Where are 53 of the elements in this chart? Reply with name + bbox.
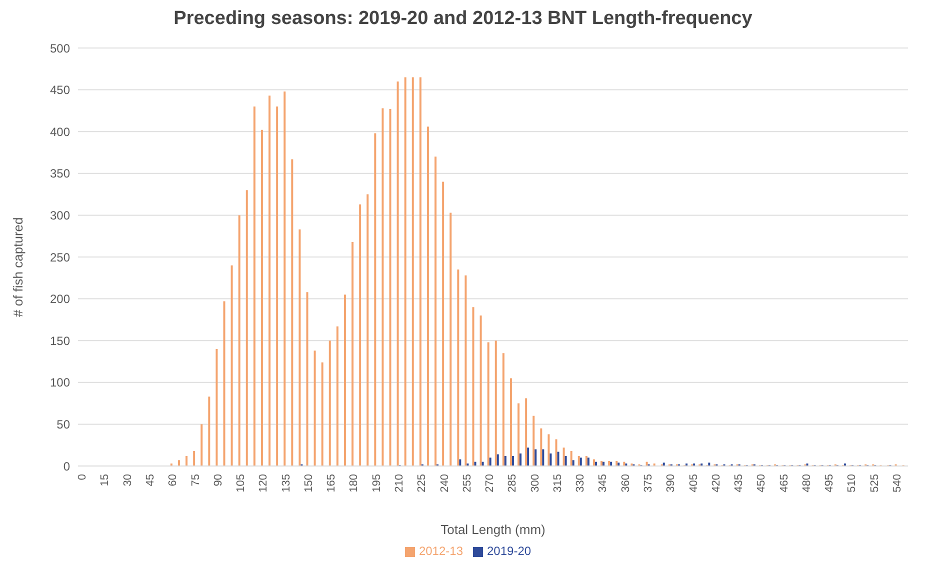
x-tick-label: 60 [167,474,180,486]
y-tick-label: 0 [63,459,70,474]
x-tick-label: 345 [597,474,610,492]
x-tick-label: 420 [710,474,722,492]
x-tick-label: 390 [665,474,678,492]
x-tick-label: 375 [642,474,654,492]
x-tick-label: 285 [506,474,519,492]
x-tick-label: 105 [235,474,248,492]
y-tick-label: 350 [50,166,70,181]
x-tick-label: 525 [868,474,881,492]
y-tick-label: 300 [50,208,70,222]
x-tick-label: 360 [620,474,632,492]
x-tick-label: 480 [800,474,813,492]
x-tick-label: 225 [416,474,428,492]
y-tick-label: 100 [50,376,70,390]
x-tick-label: 300 [529,474,542,492]
x-tick-label: 165 [326,474,338,492]
x-tick-label: 240 [438,474,451,492]
x-tick-label: 135 [280,474,292,492]
x-tick-label: 90 [212,474,224,486]
chart-title: Preceding seasons: 2019-20 and 2012-13 BNT Length-frequency [172,8,754,31]
x-tick-label: 270 [484,474,496,492]
legend-label: 2012-13 [418,544,463,558]
x-tick-label: 405 [688,474,700,492]
x-tick-label: 45 [144,474,156,486]
x-tick-label: 510 [846,474,858,492]
x-tick-label: 495 [824,474,836,492]
x-tick-label: 450 [756,474,768,492]
x-tick-label: 0 [76,474,89,480]
y-tick-label: 450 [50,83,70,98]
x-tick-label: 540 [891,474,904,492]
y-tick-label: 500 [50,41,70,56]
x-tick-label: 30 [122,474,134,486]
y-tick-label: 150 [50,334,70,348]
x-tick-label: 210 [393,474,406,492]
y-tick-label: 200 [50,292,70,306]
x-tick-label: 465 [778,474,790,492]
x-tick-label: 330 [574,474,587,492]
x-tick-label: 255 [461,474,474,492]
x-tick-label: 315 [552,474,564,492]
legend-label: 2019-20 [487,544,532,558]
x-tick-label: 435 [733,474,746,492]
y-axis-title: # of fish captured [10,217,26,317]
x-tick-label: 75 [190,474,202,486]
x-tick-label: 150 [302,474,315,492]
y-tick-label: 400 [50,124,70,139]
x-tick-label: 195 [370,474,383,492]
x-tick-label: 120 [258,474,270,492]
x-tick-label: 180 [348,474,360,492]
x-tick-label: 15 [99,474,112,486]
y-tick-label: 250 [50,250,70,264]
y-tick-label: 50 [56,417,70,432]
x-axis-title: Total Length (mm) [440,522,546,537]
